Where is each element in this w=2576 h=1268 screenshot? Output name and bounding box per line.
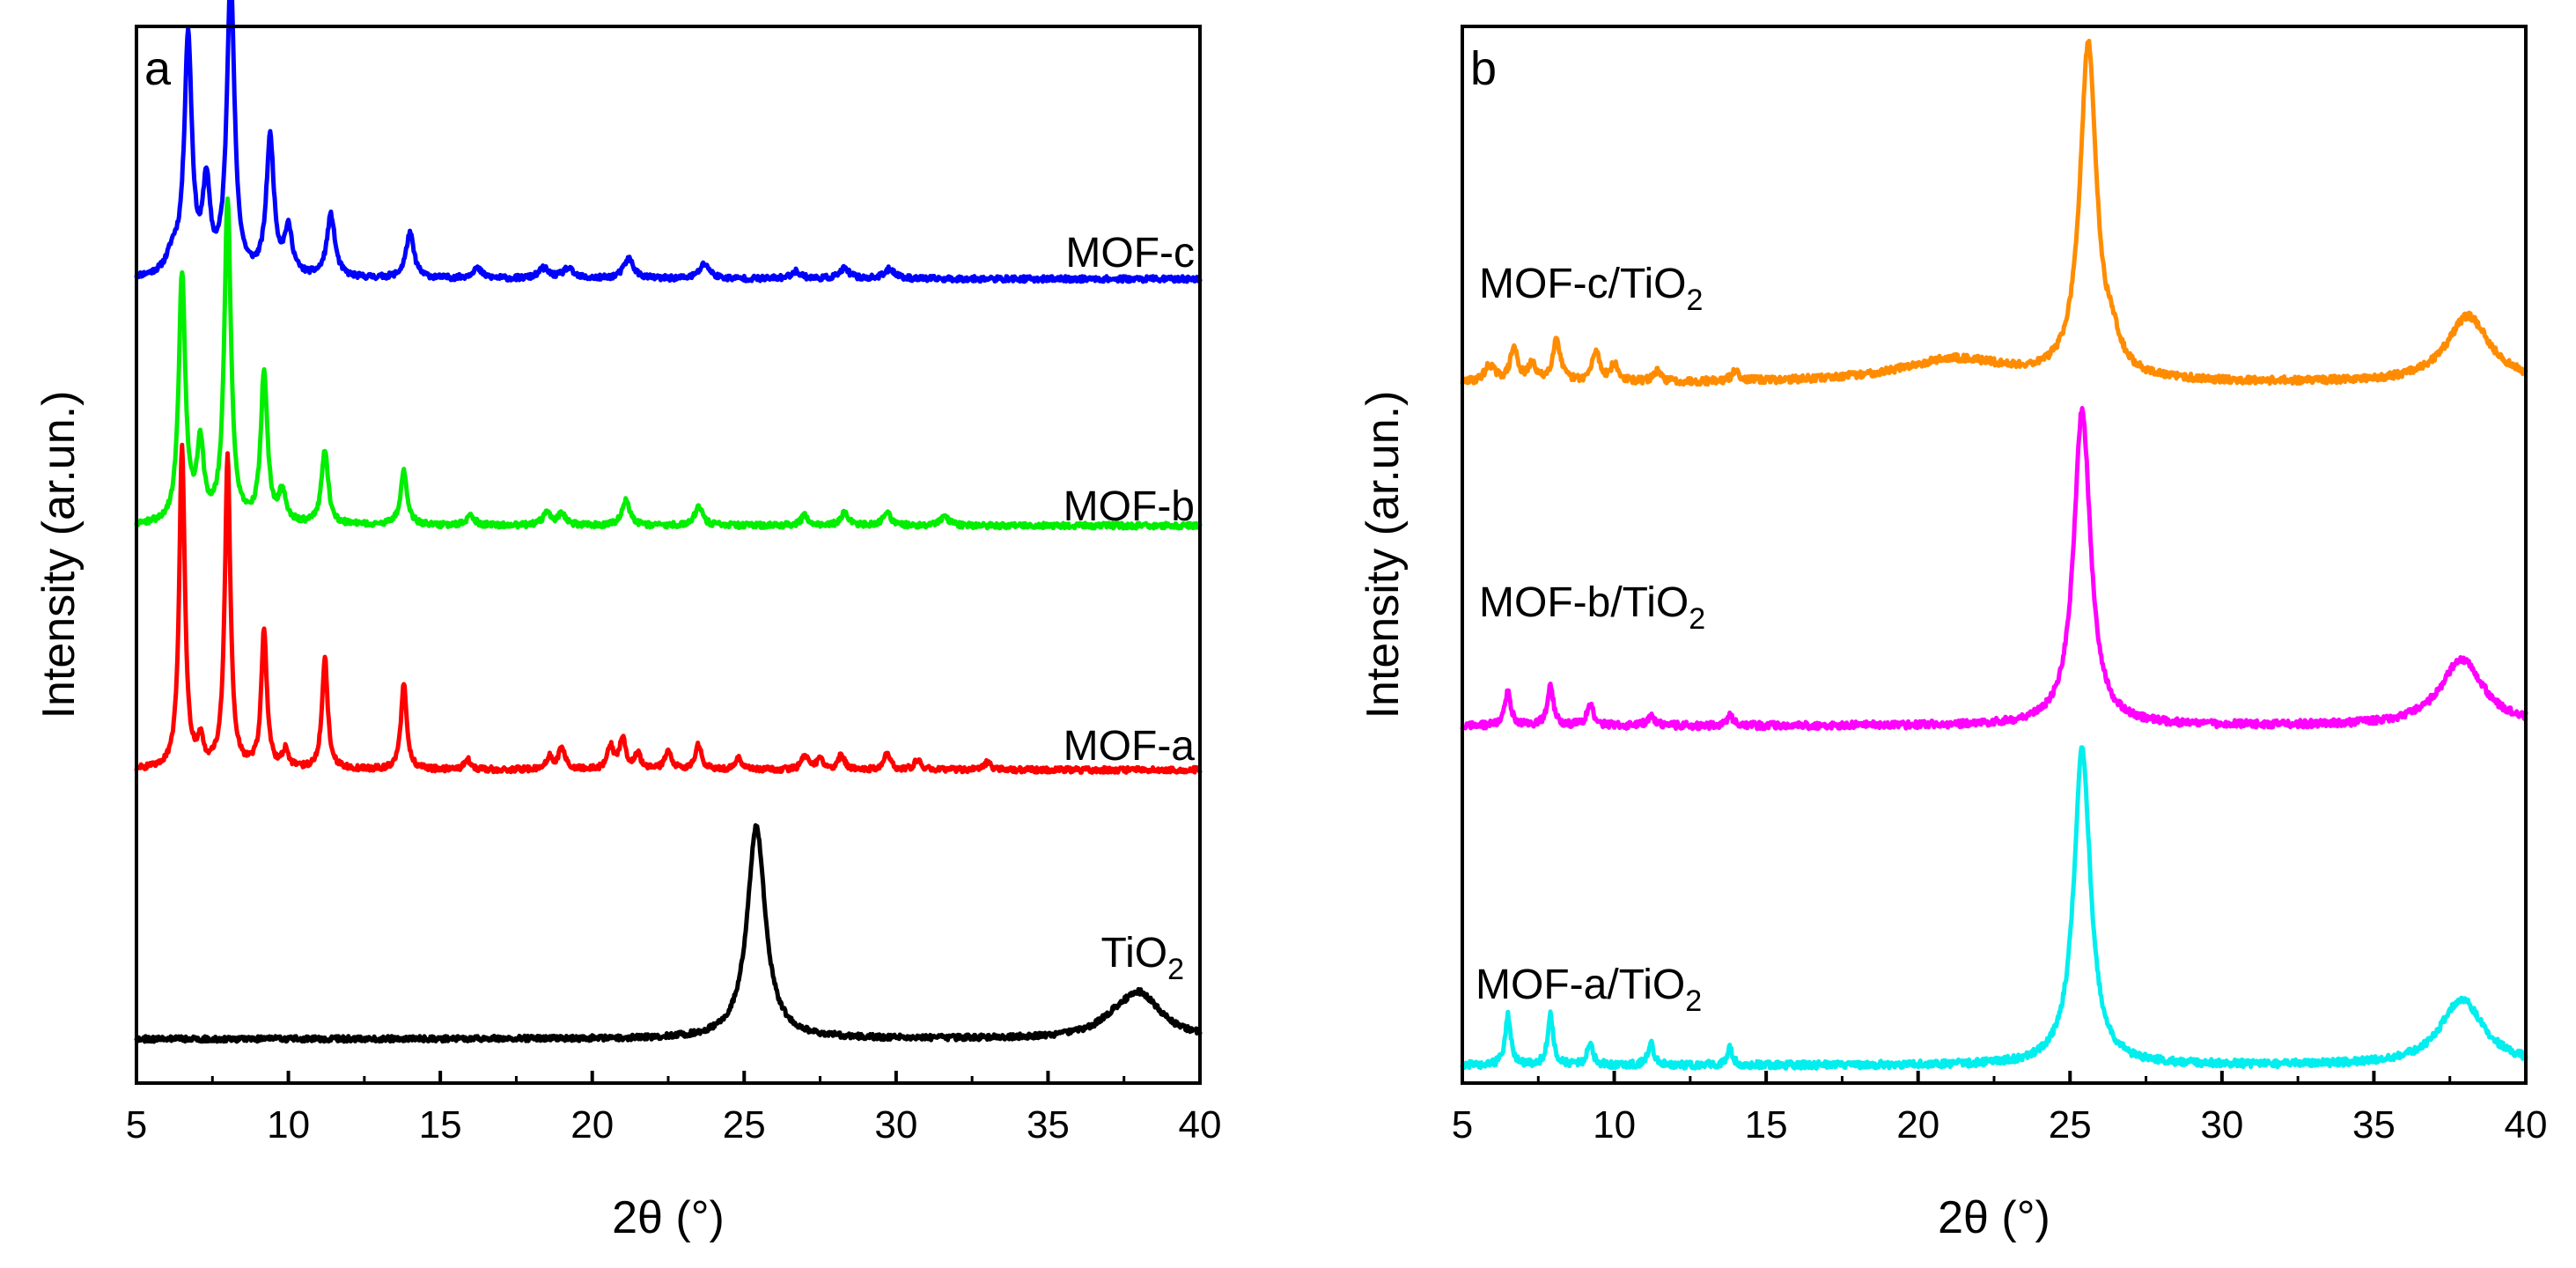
panel-b-letter: b bbox=[1470, 42, 1497, 95]
panel-b-label-mof-b-main: MOF-b/TiO bbox=[1479, 579, 1689, 626]
panel-b-series-mof-b-tio2 bbox=[1460, 406, 2528, 732]
panel-a-chart: a 5 10 15 20 25 30 35 40 MOF-c MOF-b MOF-a TiO2… bbox=[33, 0, 1221, 1243]
panel-b-x-tick-label-40: 40 bbox=[2505, 1103, 2548, 1146]
panel-a-x-tick-label-40: 40 bbox=[1179, 1103, 1222, 1146]
panel-a-y-axis-title: Intensity (ar.un.) bbox=[33, 391, 85, 719]
panel-a-series-mof-c bbox=[134, 0, 1203, 284]
panel-b-chart: b 5 10 15 20 25 30 35 40 MOF-c/TiO2 MOF-b/TiO2 … bbox=[1358, 25, 2548, 1243]
panel-b-series-mof-a-tio2 bbox=[1460, 745, 2528, 1071]
panel-b-x-tick-label-20: 20 bbox=[1896, 1103, 1939, 1146]
panel-a-x-tick-label-20: 20 bbox=[570, 1103, 614, 1146]
panel-b-label-mof-a-main: MOF-a/TiO bbox=[1476, 962, 1685, 1008]
panel-a-label-mof-b: MOF-b bbox=[1064, 483, 1195, 530]
panel-a-x-tick-label-30: 30 bbox=[874, 1103, 917, 1146]
panel-a-x-tick-label-15: 15 bbox=[419, 1103, 462, 1146]
panel-b-frame bbox=[1461, 25, 2528, 1085]
panel-a-label-tio2: TiO2 bbox=[1101, 930, 1184, 986]
panel-b-label-mof-a-tio2: MOF-a/TiO2 bbox=[1476, 962, 1702, 1018]
panel-a-label-tio2-sub: 2 bbox=[1167, 953, 1184, 986]
panel-b-x-tick-label-5: 5 bbox=[1452, 1103, 1473, 1146]
panel-b-label-mof-c-main: MOF-c/TiO bbox=[1479, 261, 1687, 307]
panel-a-x-ticks: 5 10 15 20 25 30 35 40 bbox=[126, 1071, 1222, 1146]
panel-b-x-tick-label-10: 10 bbox=[1593, 1103, 1636, 1146]
panel-b-series-mof-c-tio2 bbox=[1460, 39, 2528, 387]
panel-b-y-axis-title: Intensity (ar.un.) bbox=[1358, 391, 1409, 719]
panel-a-series-mof-b bbox=[134, 196, 1203, 531]
panel-a-x-tick-label-25: 25 bbox=[723, 1103, 766, 1146]
panel-a-label-tio2-main: TiO bbox=[1101, 930, 1168, 977]
panel-b-x-tick-label-25: 25 bbox=[2049, 1103, 2092, 1146]
panel-b-label-mof-b-tio2: MOF-b/TiO2 bbox=[1479, 579, 1705, 636]
panel-a-x-tick-label-5: 5 bbox=[126, 1103, 147, 1146]
panel-b-x-tick-label-30: 30 bbox=[2200, 1103, 2243, 1146]
panel-a-label-mof-c: MOF-c bbox=[1065, 230, 1195, 276]
panel-a-x-tick-label-35: 35 bbox=[1027, 1103, 1070, 1146]
panel-a-x-axis-title: 2θ (°) bbox=[612, 1192, 725, 1243]
panel-b-label-mof-b-sub: 2 bbox=[1689, 602, 1705, 636]
panel-a-frame bbox=[135, 25, 1202, 1085]
panel-a-x-tick-label-10: 10 bbox=[267, 1103, 310, 1146]
panel-b-label-mof-c-sub: 2 bbox=[1687, 284, 1704, 317]
panel-b-x-tick-label-35: 35 bbox=[2352, 1103, 2396, 1146]
panel-a-series-mof-a bbox=[134, 442, 1203, 775]
panel-b-label-mof-c-tio2: MOF-c/TiO2 bbox=[1479, 261, 1703, 317]
panel-b-x-ticks: 5 10 15 20 25 30 35 40 bbox=[1452, 1071, 2548, 1146]
panel-b-x-tick-label-15: 15 bbox=[1745, 1103, 1788, 1146]
panel-b-series-group bbox=[1460, 39, 2528, 1071]
panel-a-letter: a bbox=[144, 42, 172, 95]
panel-b-x-axis-title: 2θ (°) bbox=[1938, 1192, 2050, 1243]
panel-a-series-tio2 bbox=[134, 822, 1203, 1044]
panel-a-series-group bbox=[134, 0, 1203, 1044]
panel-a-label-mof-a: MOF-a bbox=[1064, 723, 1196, 770]
panel-b-label-mof-a-sub: 2 bbox=[1685, 984, 1702, 1018]
